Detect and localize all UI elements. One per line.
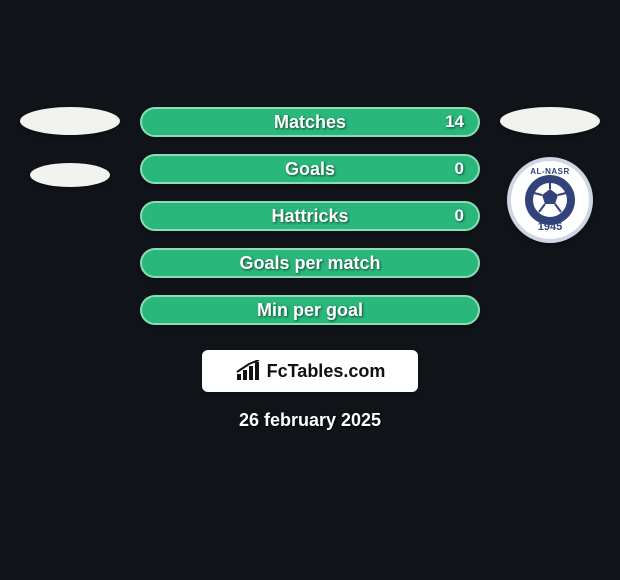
stat-label: Goals (285, 159, 335, 180)
stat-label: Hattricks (271, 206, 348, 227)
club-badge-name: AL-NASR (530, 167, 570, 176)
stat-value-right: 14 (445, 112, 464, 132)
left-player-column (10, 107, 130, 187)
club-badge-year: 1945 (538, 221, 562, 233)
snapshot-date: 26 february 2025 (0, 410, 620, 431)
stats-bars: Matches 14 Goals 0 Hattricks 0 Goals per… (140, 107, 480, 325)
left-player-club-placeholder (30, 163, 110, 187)
brand-name: FcTables.com (267, 361, 386, 382)
club-badge-ball-icon (525, 175, 575, 225)
stat-value-right: 0 (455, 206, 464, 226)
chart-icon (235, 360, 261, 382)
stat-label: Matches (274, 112, 346, 133)
stat-row-goals-per-match: Goals per match (140, 248, 480, 278)
stat-row-goals: Goals 0 (140, 154, 480, 184)
stat-row-matches: Matches 14 (140, 107, 480, 137)
brand-attribution[interactable]: FcTables.com (202, 350, 418, 392)
stat-label: Goals per match (239, 253, 380, 274)
stat-row-hattricks: Hattricks 0 (140, 201, 480, 231)
right-player-club-badge: AL-NASR 1945 (507, 157, 593, 243)
stat-row-min-per-goal: Min per goal (140, 295, 480, 325)
soccer-ball-icon (529, 179, 571, 221)
stat-label: Min per goal (257, 300, 363, 321)
left-player-avatar-placeholder (20, 107, 120, 135)
content-area: AL-NASR 1945 Matches 14 Go (0, 107, 620, 431)
right-player-avatar-placeholder (500, 107, 600, 135)
stat-value-right: 0 (455, 159, 464, 179)
right-player-column: AL-NASR 1945 (490, 107, 610, 243)
